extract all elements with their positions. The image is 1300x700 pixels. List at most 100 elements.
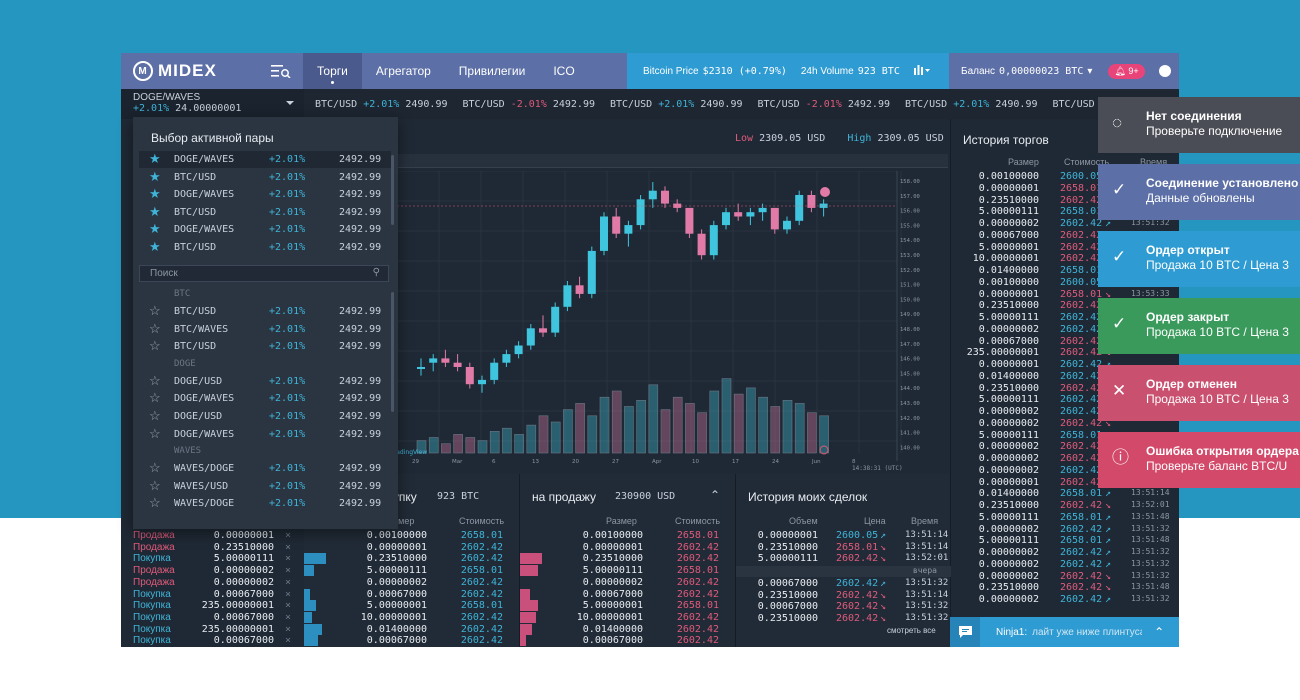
tab-ico[interactable]: ICO <box>553 64 575 78</box>
orderbook-row[interactable]: 0.00067000 2602.42 <box>304 588 519 600</box>
pair-row[interactable]: ☆ DOGE/WAVES +2.01% 2492.99 <box>139 426 391 443</box>
orderbook-row[interactable]: 10.00000001 2602.42 <box>304 611 519 623</box>
my-order-row[interactable]: Покупка 235.00000001 × <box>121 600 304 612</box>
star-filled-icon[interactable]: ★ <box>149 168 161 184</box>
favorite-pair-row[interactable]: ★ BTC/USD +2.01% 2492.99 <box>139 204 391 221</box>
pair-selector[interactable]: DOGE/WAVES +2.01% 24.00000001 <box>121 89 304 119</box>
menu-search-icon[interactable] <box>271 64 291 79</box>
cancel-icon[interactable]: × <box>285 530 292 541</box>
star-outline-icon[interactable]: ☆ <box>149 477 161 493</box>
chart-toolbar[interactable] <box>393 154 948 168</box>
my-order-row[interactable]: Продажа 0.23510000 × <box>121 542 304 554</box>
balance-dropdown-icon[interactable]: ▾ <box>1087 65 1093 77</box>
pair-row[interactable]: ☆ DOGE/USD +2.01% 2492.99 <box>139 408 391 425</box>
orderbook-row[interactable]: 0.00100000 2658.01 <box>304 530 519 541</box>
pair-row[interactable]: ☆ WAVES/DOGE +2.01% 2492.99 <box>139 495 391 512</box>
star-outline-icon[interactable]: ☆ <box>149 372 161 388</box>
orderbook-row[interactable]: 5.00000111 2658.01 <box>304 565 519 577</box>
notification-toast[interactable]: ◌ Нет соединения Проверьте подключение <box>1098 97 1300 153</box>
orderbook-row[interactable]: 5.00000111 2658.01 <box>520 565 735 577</box>
orderbook-row[interactable]: 10.00000001 2602.42 <box>520 611 735 623</box>
chat-bar[interactable]: Ninja1: лайт уже ниже плинтуса ⌃ <box>950 617 1179 647</box>
my-order-row[interactable]: Продажа 0.00000002 × <box>121 577 304 589</box>
favorite-pair-row[interactable]: ★ DOGE/WAVES +2.01% 2492.99 <box>139 221 391 238</box>
notification-toast[interactable]: ✓ Ордер закрыт Продажа 10 BTC / Цена 3 <box>1098 298 1300 354</box>
chat-icon[interactable] <box>950 617 980 647</box>
cancel-icon[interactable]: × <box>285 600 292 612</box>
star-filled-icon[interactable]: ★ <box>149 203 161 219</box>
orderbook-row[interactable]: 0.00100000 2658.01 <box>520 530 735 541</box>
star-outline-icon[interactable]: ☆ <box>149 425 161 441</box>
my-order-row[interactable]: Покупка 0.00067000 × <box>121 635 304 647</box>
scrollbar[interactable] <box>391 292 394 412</box>
star-filled-icon[interactable]: ★ <box>149 221 161 237</box>
star-outline-icon[interactable]: ☆ <box>149 408 161 423</box>
ticker-item[interactable]: BTC/USD -2.01% 2492.99 <box>463 99 596 110</box>
candlestick-chart[interactable]: 158.00 157.00 156.00 155.00 154.00 153.00 152.… <box>390 170 927 466</box>
notification-toast[interactable]: ✓ Соединение установлено Данные обновлены <box>1098 164 1300 220</box>
star-outline-icon[interactable]: ☆ <box>149 460 161 476</box>
favorite-pair-row[interactable]: ★ BTC/USD +2.01% 2492.99 <box>139 239 391 256</box>
balance-value[interactable]: 0,00000023 BTC <box>999 65 1084 77</box>
star-filled-icon[interactable]: ★ <box>149 239 161 254</box>
pair-row[interactable]: ☆ DOGE/USD +2.01% 2492.99 <box>139 373 391 390</box>
favorite-pair-row[interactable]: ★ DOGE/WAVES +2.01% 2492.99 <box>139 151 391 168</box>
notification-toast[interactable]: ⓘ Ошибка открытия ордера Проверьте баланс … <box>1098 432 1300 488</box>
orderbook-row[interactable]: 0.23510000 2602.42 <box>304 553 519 565</box>
cancel-icon[interactable]: × <box>285 611 292 623</box>
notifications-button[interactable]: 🔔︎ 9+ <box>1108 63 1145 79</box>
pair-row[interactable]: ☆ DOGE/WAVES +2.01% 2492.99 <box>139 390 391 407</box>
pair-row[interactable]: ☆ WAVES/DOGE +2.01% 2492.99 <box>139 460 391 477</box>
orderbook-row[interactable]: 5.00000001 2658.01 <box>520 600 735 612</box>
my-order-row[interactable]: Покупка 0.00067000 × <box>121 612 304 624</box>
cancel-icon[interactable]: × <box>285 576 292 588</box>
tab-aggregator[interactable]: Агрегатор <box>375 64 431 78</box>
orderbook-row[interactable]: 0.00067000 2602.42 <box>520 588 735 600</box>
star-outline-icon[interactable]: ☆ <box>149 495 161 511</box>
orderbook-row[interactable]: 0.00000001 2602.42 <box>520 542 735 553</box>
star-filled-icon[interactable]: ★ <box>149 151 161 166</box>
orderbook-row[interactable]: 0.01400000 2602.42 <box>304 623 519 635</box>
favorite-pair-row[interactable]: ★ BTC/USD +2.01% 2492.99 <box>139 169 391 186</box>
cancel-icon[interactable]: × <box>285 553 292 565</box>
orderbook-row[interactable]: 0.01400000 2602.42 <box>520 623 735 635</box>
notification-toast[interactable]: ✓ Ордер открыт Продажа 10 BTC / Цена 3 <box>1098 231 1300 287</box>
my-order-row[interactable]: Продажа 0.00000002 × <box>121 565 304 577</box>
star-filled-icon[interactable]: ★ <box>149 186 161 202</box>
star-outline-icon[interactable]: ☆ <box>149 320 161 336</box>
pair-row[interactable]: ☆ BTC/USD +2.01% 2492.99 <box>139 303 391 320</box>
scrollbar[interactable] <box>391 155 394 225</box>
orderbook-row[interactable]: 0.00000002 2602.42 <box>304 577 519 588</box>
chart-type-icon[interactable] <box>913 64 930 78</box>
tab-trading[interactable]: Торги <box>303 53 362 89</box>
orderbook-row[interactable]: 0.00067000 2602.42 <box>520 635 735 647</box>
orderbook-row[interactable]: 0.23510000 2602.42 <box>520 553 735 565</box>
my-order-row[interactable]: Покупка 235.00000001 × <box>121 624 304 636</box>
my-order-row[interactable]: Покупка 0.00067000 × <box>121 589 304 601</box>
my-order-row[interactable]: Покупка 5.00000111 × <box>121 553 304 565</box>
star-outline-icon[interactable]: ☆ <box>149 390 161 406</box>
pair-row[interactable]: ☆ BTC/USD +2.01% 2492.99 <box>139 338 391 355</box>
tab-privileges[interactable]: Привилегии <box>458 64 526 78</box>
ticker-item[interactable]: BTC/USD +2.01% 2490.99 <box>610 99 743 110</box>
cancel-icon[interactable]: × <box>285 635 292 647</box>
user-icon[interactable] <box>1158 65 1171 77</box>
orderbook-row[interactable]: 0.00000002 2602.42 <box>520 577 735 588</box>
favorite-pair-row[interactable]: ★ DOGE/WAVES +2.01% 2492.99 <box>139 186 391 203</box>
orderbook-row[interactable]: 0.00000001 2602.42 <box>304 542 519 553</box>
cancel-icon[interactable]: × <box>285 623 292 635</box>
my-order-row[interactable]: Продажа 0.00000001 × <box>121 530 304 542</box>
cancel-icon[interactable]: × <box>285 565 292 577</box>
pair-row[interactable]: ☆ WAVES/USD +2.01% 2492.99 <box>139 478 391 495</box>
ticker-item[interactable]: BTC/USD +2.01% 2490.99 <box>315 99 448 110</box>
chevron-up-icon[interactable]: ⌃ <box>1154 625 1165 639</box>
orderbook-row[interactable]: 5.00000001 2658.01 <box>304 600 519 612</box>
midex-logo[interactable]: M MIDEX <box>133 61 271 81</box>
star-outline-icon[interactable]: ☆ <box>149 338 161 354</box>
cancel-icon[interactable]: × <box>285 588 292 600</box>
pair-search-input[interactable]: Поиск ⚲ <box>139 265 389 282</box>
see-all-link[interactable]: смотреть все <box>887 626 936 635</box>
star-outline-icon[interactable]: ☆ <box>149 303 161 318</box>
collapse-icon[interactable]: ⌃ <box>710 488 721 502</box>
chevron-down-icon[interactable] <box>286 101 294 105</box>
